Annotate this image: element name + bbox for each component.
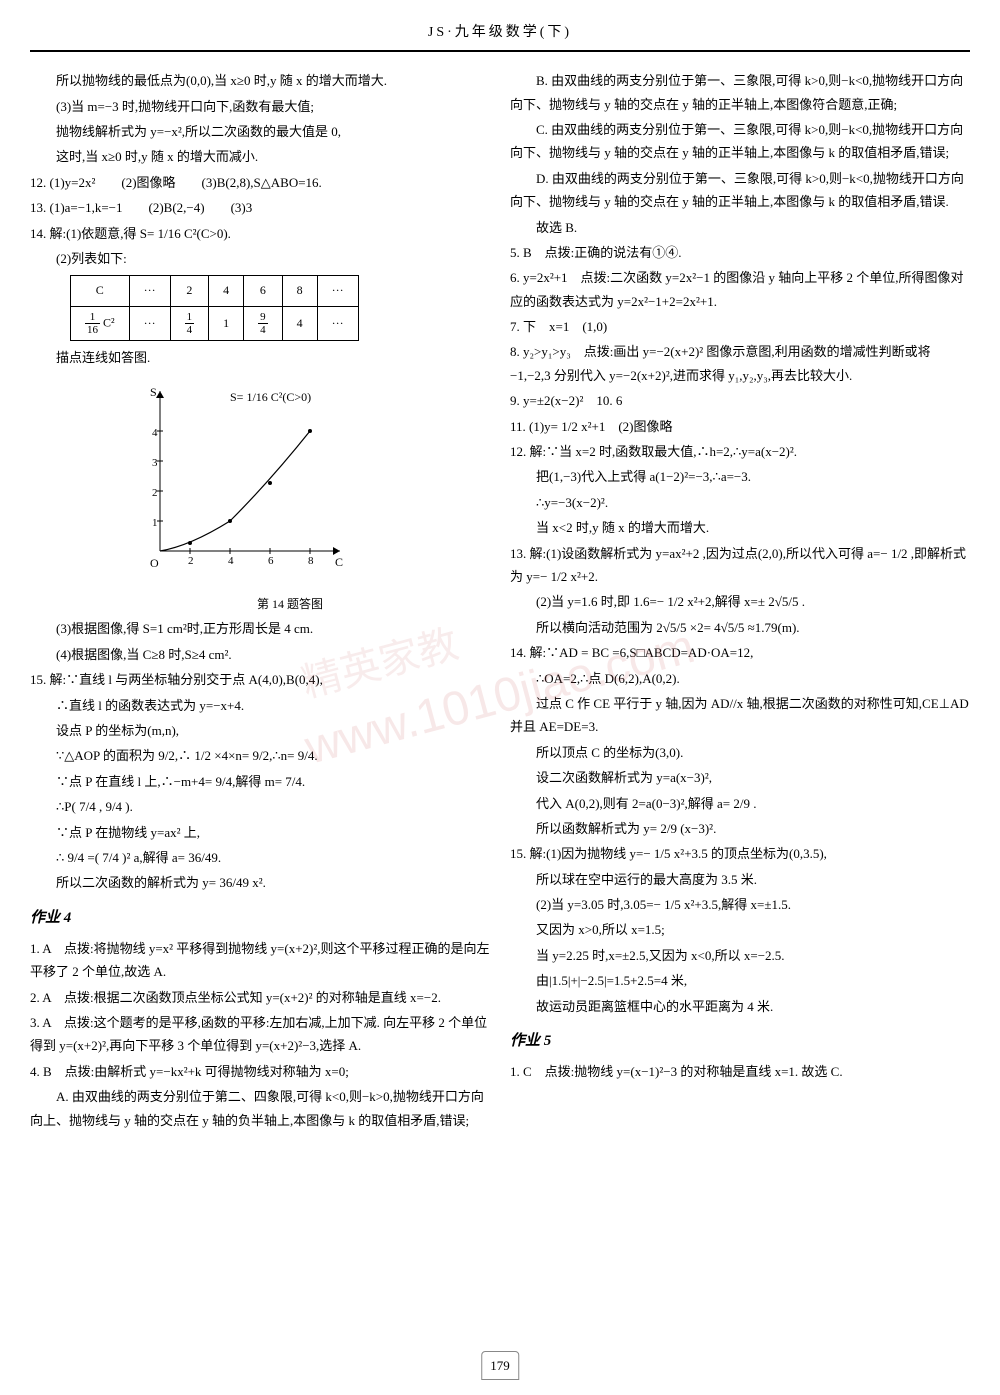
text-line: 8. y₂>y₁>y₃ 点拨:画出 y=−2(x+2)² 图像示意图,利用函数的… [510, 340, 970, 387]
text-line: 设点 P 的坐标为(m,n), [30, 719, 490, 742]
table-cell: C [71, 276, 130, 307]
text-line: 故运动员距离篮框中心的水平距离为 4 米. [510, 995, 970, 1018]
text-line: 所以球在空中运行的最大高度为 3.5 米. [510, 868, 970, 891]
data-table: C ··· 2 4 6 8 ··· 116 C² ··· 14 1 94 4 ·… [70, 275, 359, 341]
svg-text:4: 4 [228, 555, 234, 567]
text-line: ∴OA=2,∴点 D(6,2),A(0,2). [510, 667, 970, 690]
text-line: 所以抛物线的最低点为(0,0),当 x≥0 时,y 随 x 的增大而增大. [30, 69, 490, 92]
svg-text:2: 2 [188, 555, 194, 567]
text-line: 把(1,−3)代入上式得 a(1−2)²=−3,∴a=−3. [510, 465, 970, 488]
table-cell: 1 [209, 306, 244, 340]
left-column: 所以抛物线的最低点为(0,0),当 x≥0 时,y 随 x 的增大而增大. (3… [30, 67, 490, 1134]
svg-text:1: 1 [152, 517, 158, 529]
text-line: (3)根据图像,得 S=1 cm²时,正方形周长是 4 cm. [30, 617, 490, 640]
text-line: 当 x<2 时,y 随 x 的增大而增大. [510, 516, 970, 539]
text-line: 12. 解:∵当 x=2 时,函数取最大值,∴h=2,∴y=a(x−2)². [510, 440, 970, 463]
table-cell: 94 [244, 306, 283, 340]
section-title-hw5: 作业 5 [510, 1028, 970, 1055]
text-line: 当 y=2.25 时,x=±2.5,又因为 x<0,所以 x=−2.5. [510, 944, 970, 967]
text-line: 15. 解:(1)因为抛物线 y=− 1/5 x²+3.5 的顶点坐标为(0,3… [510, 842, 970, 865]
table-cell: 4 [209, 276, 244, 307]
table-cell: 6 [244, 276, 283, 307]
text-line: 2. A 点拨:根据二次函数顶点坐标公式知 y=(x+2)² 的对称轴是直线 x… [30, 986, 490, 1009]
table-cell: ··· [317, 276, 358, 307]
section-title-hw4: 作业 4 [30, 905, 490, 932]
table-cell: 4 [282, 306, 317, 340]
table-cell: 2 [170, 276, 209, 307]
table-row: C ··· 2 4 6 8 ··· [71, 276, 359, 307]
table-cell: ··· [129, 276, 170, 307]
text-line: 设二次函数解析式为 y=a(x−3)², [510, 766, 970, 789]
svg-text:C: C [335, 555, 343, 569]
graph-caption: 第 14 题答图 [90, 594, 490, 616]
text-line: 所以函数解析式为 y= 2/9 (x−3)². [510, 817, 970, 840]
text-line: 1. C 点拨:抛物线 y=(x−1)²−3 的对称轴是直线 x=1. 故选 C… [510, 1060, 970, 1083]
text-line: 所以顶点 C 的坐标为(3,0). [510, 741, 970, 764]
text-line: 14. 解:(1)依题意,得 S= 1/16 C²(C>0). [30, 222, 490, 245]
svg-text:6: 6 [268, 555, 274, 567]
text-line: ∵△AOP 的面积为 9/2,∴ 1/2 ×4×n= 9/2,∴n= 9/4. [30, 744, 490, 767]
text-line: 又因为 x>0,所以 x=1.5; [510, 918, 970, 941]
text-line: 所以二次函数的解析式为 y= 36/49 x². [30, 871, 490, 894]
text-line: 3. A 点拨:这个题考的是平移,函数的平移:左加右减,上加下减. 向左平移 2… [30, 1011, 490, 1058]
text-line: 抛物线解析式为 y=−x²,所以二次函数的最大值是 0, [30, 120, 490, 143]
svg-text:3: 3 [152, 457, 158, 469]
text-line: C. 由双曲线的两支分别位于第一、三象限,可得 k>0,则−k<0,抛物线开口方… [510, 118, 970, 165]
text-line: ∴ 9/4 =( 7/4 )² a,解得 a= 36/49. [30, 846, 490, 869]
text-line: 过点 C 作 CE 平行于 y 轴,因为 AD//x 轴,根据二次函数的对称性可… [510, 692, 970, 739]
text-line: 13. 解:(1)设函数解析式为 y=ax²+2 ,因为过点(2,0),所以代入… [510, 542, 970, 589]
text-line: B. 由双曲线的两支分别位于第一、三象限,可得 k>0,则−k<0,抛物线开口方… [510, 69, 970, 116]
text-line: 描点连线如答图. [30, 346, 490, 369]
text-line: ∴P( 7/4 , 9/4 ). [30, 795, 490, 818]
table-row: 116 C² ··· 14 1 94 4 ··· [71, 306, 359, 340]
page-header: JS·九年级数学(下) [30, 20, 970, 52]
text-line: 7. 下 x=1 (1,0) [510, 315, 970, 338]
text-line: A. 由双曲线的两支分别位于第二、四象限,可得 k<0,则−k>0,抛物线开口方… [30, 1085, 490, 1132]
svg-text:O: O [150, 556, 159, 570]
text-line: D. 由双曲线的两支分别位于第一、三象限,可得 k>0,则−k<0,抛物线开口方… [510, 167, 970, 214]
right-column: B. 由双曲线的两支分别位于第一、三象限,可得 k>0,则−k<0,抛物线开口方… [510, 67, 970, 1134]
text-line: ∵点 P 在抛物线 y=ax² 上, [30, 821, 490, 844]
text-line: 9. y=±2(x−2)² 10. 6 [510, 389, 970, 412]
table-cell: 8 [282, 276, 317, 307]
text-line: 故选 B. [510, 216, 970, 239]
text-line: (3)当 m=−3 时,抛物线开口向下,函数有最大值; [30, 95, 490, 118]
text-line: 代入 A(0,2),则有 2=a(0−3)²,解得 a= 2/9 . [510, 792, 970, 815]
table-cell: ··· [317, 306, 358, 340]
text-line: 由|1.5|+|−2.5|=1.5+2.5=4 米, [510, 969, 970, 992]
text-line: ∴直线 l 的函数表达式为 y=−x+4. [30, 694, 490, 717]
text-line: 所以横向活动范围为 2√5/5 ×2= 4√5/5 ≈1.79(m). [510, 616, 970, 639]
text-line: ∴y=−3(x−2)². [510, 491, 970, 514]
page-number: 179 [481, 1351, 519, 1380]
svg-text:8: 8 [308, 555, 314, 567]
table-cell: 14 [170, 306, 209, 340]
text-line: 这时,当 x≥0 时,y 随 x 的增大而减小. [30, 145, 490, 168]
svg-text:2: 2 [152, 487, 158, 499]
text-line: 6. y=2x²+1 点拨:二次函数 y=2x²−1 的图像沿 y 轴向上平移 … [510, 266, 970, 313]
text-line: 11. (1)y= 1/2 x²+1 (2)图像略 [510, 415, 970, 438]
svg-text:S= 1/16 C²(C>0): S= 1/16 C²(C>0) [230, 390, 311, 404]
text-line: (2)列表如下: [30, 247, 490, 270]
text-line: 5. B 点拨:正确的说法有①④. [510, 241, 970, 264]
table-cell: ··· [129, 306, 170, 340]
text-line: 1. A 点拨:将抛物线 y=x² 平移得到抛物线 y=(x+2)²,则这个平移… [30, 937, 490, 984]
content-columns: 所以抛物线的最低点为(0,0),当 x≥0 时,y 随 x 的增大而增大. (3… [30, 67, 970, 1134]
text-line: 15. 解:∵直线 l 与两坐标轴分别交于点 A(4,0),B(0,4), [30, 668, 490, 691]
text-line: (2)当 y=3.05 时,3.05=− 1/5 x²+3.5,解得 x=±1.… [510, 893, 970, 916]
text-line: ∵点 P 在直线 l 上,∴−m+4= 9/4,解得 m= 7/4. [30, 770, 490, 793]
text-line: 4. B 点拨:由解析式 y=−kx²+k 可得抛物线对称轴为 x=0; [30, 1060, 490, 1083]
svg-text:S: S [150, 385, 157, 399]
text-line: (4)根据图像,当 C≥8 时,S≥4 cm². [30, 643, 490, 666]
table-cell: 116 C² [71, 306, 130, 340]
text-line: 13. (1)a=−1,k=−1 (2)B(2,−4) (3)3 [30, 196, 490, 219]
text-line: 12. (1)y=2x² (2)图像略 (3)B(2,8),S△ABO=16. [30, 171, 490, 194]
text-line: 14. 解:∵AD = BC =6,S□ABCD=AD·OA=12, [510, 641, 970, 664]
svg-text:4: 4 [152, 427, 158, 439]
parabola-graph: S C O S= 1/16 C²(C>0) 1 2 3 4 2 4 6 8 [130, 381, 350, 581]
text-line: (2)当 y=1.6 时,即 1.6=− 1/2 x²+2,解得 x=± 2√5… [510, 590, 970, 613]
